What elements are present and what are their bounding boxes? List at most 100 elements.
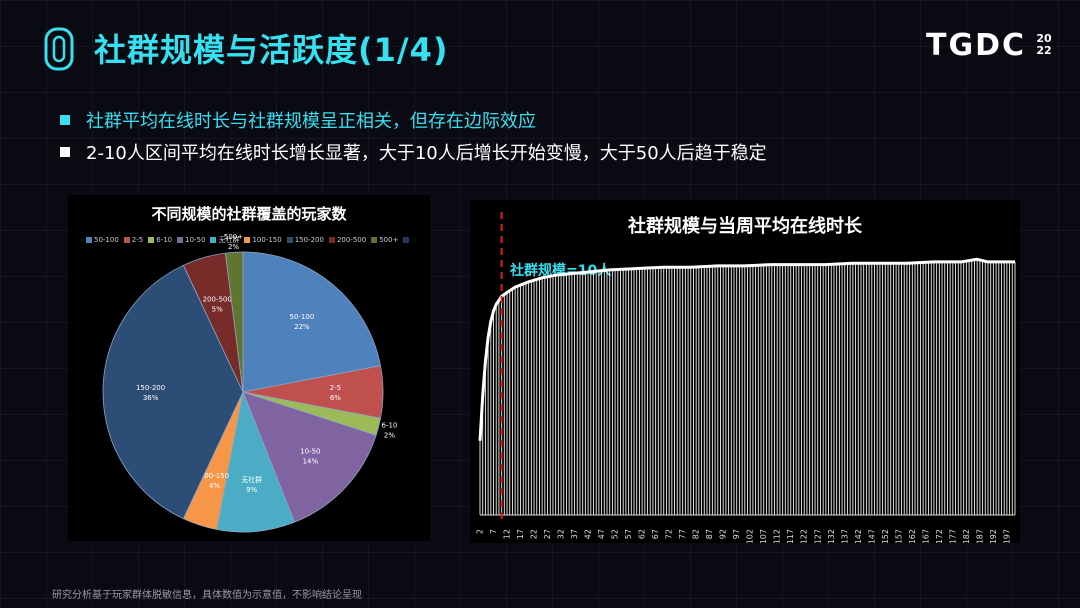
- x-tick-label: 7: [489, 529, 498, 534]
- legend-item: 150-200: [286, 235, 324, 245]
- slice-percent: 6%: [330, 394, 341, 402]
- legend-label: 200-500: [336, 236, 367, 244]
- x-tick-label: 67: [651, 529, 660, 539]
- legend-swatch: [148, 237, 155, 243]
- x-tick-label: 62: [638, 529, 647, 539]
- slice-label: 无社群: [241, 475, 262, 484]
- x-tick-label: 17: [516, 529, 525, 539]
- page-title: 社群规模与活跃度(1/4): [94, 31, 449, 69]
- brand-year: 20 22: [1032, 33, 1056, 57]
- brand-logo: TGDC: [926, 28, 1027, 63]
- legend-label: 150-200: [294, 236, 324, 244]
- pie-slice: [216, 390, 296, 533]
- legend-swatch: [244, 237, 251, 243]
- legend-item: [403, 235, 411, 245]
- footnote: 研究分析基于玩家群体脱敏信息，具体数值为示意值，不影响结论呈现: [52, 590, 362, 601]
- x-tick-label: 197: [1002, 529, 1011, 543]
- legend-label: 500+: [379, 236, 399, 244]
- x-tick-label: 12: [503, 529, 512, 539]
- pie-chart-title: 不同规模的社群覆盖的玩家数: [151, 205, 347, 223]
- bullet-item: 2-10人区间平均在线时长增长显著，大于10人后增长开始变慢，大于50人后趋于稳…: [60, 136, 767, 168]
- legend-label: 无社群: [218, 236, 240, 244]
- x-tick-label: 157: [894, 529, 903, 543]
- legend-label: 6-10: [156, 236, 173, 244]
- x-tick-label: 192: [989, 529, 998, 543]
- x-tick-label: 37: [570, 529, 579, 539]
- x-tick-label: 22: [530, 529, 539, 539]
- pie-slice: [225, 251, 244, 393]
- x-tick-label: 117: [786, 529, 795, 543]
- bullet-text: 2-10人区间平均在线时长增长显著，大于10人后增长开始变慢，大于50人后趋于稳…: [86, 143, 767, 164]
- legend-label: 10-50: [185, 236, 206, 244]
- x-tick-label: 87: [705, 529, 714, 539]
- legend-item: 200-500: [328, 235, 367, 245]
- x-tick-label: 92: [719, 529, 728, 539]
- x-tick-label: 122: [800, 529, 809, 543]
- legend-item: 10-50: [177, 235, 205, 245]
- x-tick-label: 112: [773, 529, 782, 543]
- x-tick-label: 72: [665, 529, 674, 539]
- brand-year-bottom: 22: [1036, 44, 1052, 57]
- x-tick-label: 77: [678, 529, 687, 539]
- logo-icon: [44, 27, 74, 71]
- x-tick-label: 27: [543, 529, 552, 539]
- legend-item: 50-100: [86, 235, 119, 245]
- pie-slice: [242, 251, 381, 393]
- legend-item: 2-5: [123, 235, 144, 245]
- slice-label: 150-200: [136, 384, 165, 392]
- x-tick-label: 137: [840, 529, 849, 543]
- slice-label: 50-100: [289, 313, 314, 321]
- pie-chart-panel: 不同规模的社群覆盖的玩家数 50-100 2-5 6-10 10-50 无社群 100-1…: [68, 195, 430, 541]
- x-tick-label: 52: [611, 529, 620, 539]
- legend-item: 500+: [371, 235, 398, 245]
- legend-label: 2-5: [131, 236, 144, 244]
- x-tick-label: 47: [597, 529, 606, 539]
- x-tick-label: 132: [827, 529, 836, 543]
- x-tick-label: 142: [854, 529, 863, 543]
- slice-percent: 14%: [303, 457, 319, 465]
- legend-swatch: [210, 237, 217, 243]
- x-tick-label: 127: [813, 529, 822, 543]
- x-tick-label: 152: [881, 529, 890, 543]
- legend-swatch: [328, 237, 335, 243]
- bullet-square-icon: [60, 115, 70, 125]
- legend-item: 6-10: [148, 235, 172, 245]
- pie-chart: 50-100 22% 2-5 6% 6-10 2% 10-50 14% 无社群 9% 100-150…: [102, 233, 397, 533]
- slice-label: 10-50: [300, 447, 320, 455]
- bullet-text: 社群平均在线时长与社群规模呈正相关，但存在边际效应: [86, 111, 536, 132]
- bullet-list: 社群平均在线时长与社群规模呈正相关，但存在边际效应 2-10人区间平均在线时长增…: [60, 104, 767, 168]
- legend-swatch: [286, 237, 293, 243]
- x-tick-label: 2: [476, 529, 485, 534]
- legend-swatch: [86, 237, 92, 243]
- x-tick-label: 172: [935, 529, 944, 543]
- x-tick-label: 177: [948, 529, 957, 543]
- legend-swatch: [371, 237, 378, 243]
- x-tick-label: 107: [759, 529, 768, 543]
- x-tick-label: 162: [908, 529, 917, 543]
- line-chart-panel: 社群规模与当周平均在线时长 社群规模=10人 2 7 12 17 22 27 32 37 42 4…: [470, 200, 1020, 543]
- slice-percent: 2%: [384, 432, 395, 440]
- x-tick-label: 167: [921, 529, 930, 543]
- x-tick-label: 97: [732, 529, 741, 539]
- value-bars: [479, 259, 1016, 515]
- x-tick-label: 82: [692, 529, 701, 539]
- legend-swatch: [403, 237, 410, 243]
- brand-year-top: 20: [1036, 32, 1052, 45]
- pie-slice: [102, 264, 244, 520]
- x-tick-label: 42: [584, 529, 593, 539]
- legend-item: 100-150: [244, 235, 282, 245]
- slice-percent: 22%: [294, 323, 310, 331]
- line-chart-title: 社群规模与当周平均在线时长: [628, 216, 862, 237]
- slice-label: 2-5: [330, 384, 341, 392]
- x-tick-label: 187: [975, 529, 984, 543]
- pie-legend: 50-100 2-5 6-10 10-50 无社群 100-150 150-200 200-5…: [86, 235, 411, 245]
- reference-annotation: 社群规模=10人: [510, 263, 612, 279]
- legend-label: 50-100: [94, 236, 119, 244]
- legend-item: 无社群: [210, 235, 239, 245]
- legend-swatch: [123, 237, 130, 243]
- legend-swatch: [177, 237, 184, 243]
- series-line: [478, 257, 1015, 441]
- pie-slice: [242, 391, 377, 523]
- x-tick-label: 182: [962, 529, 971, 543]
- bullet-square-icon: [60, 147, 70, 157]
